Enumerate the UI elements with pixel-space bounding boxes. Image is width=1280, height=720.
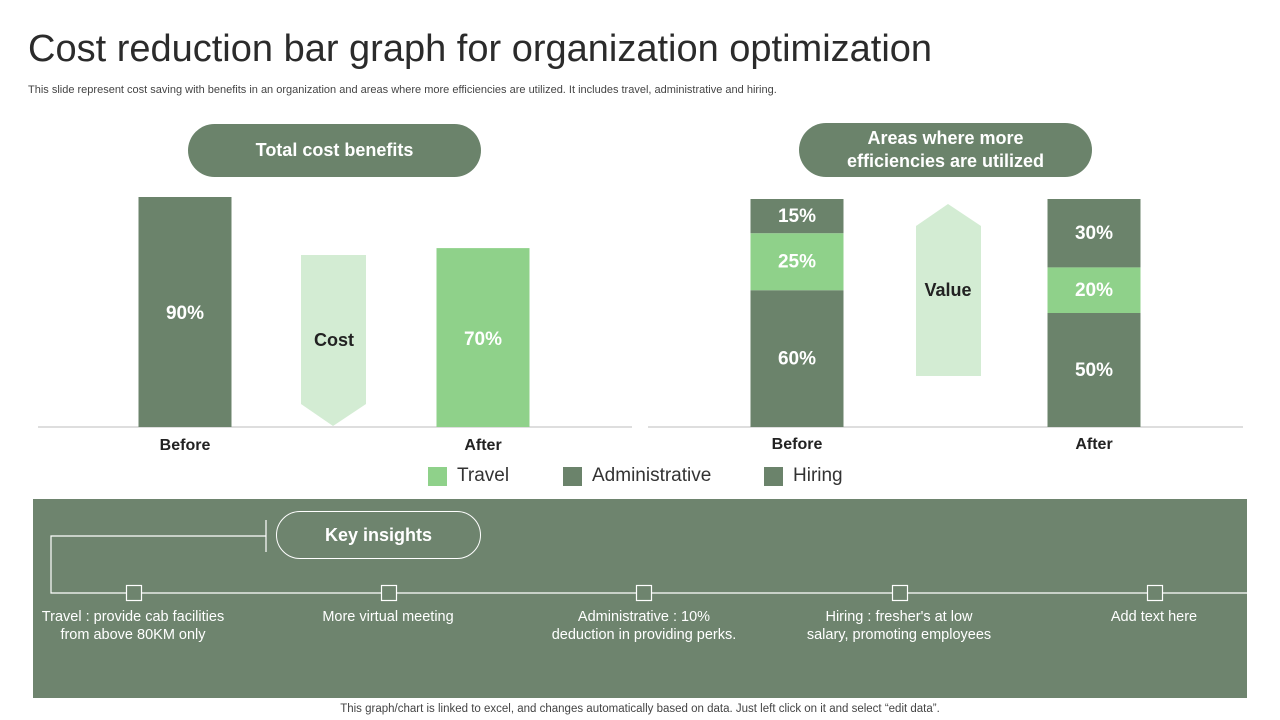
page-subtitle: This slide represent cost saving with be… xyxy=(28,84,777,96)
legend-label: Administrative xyxy=(592,465,712,486)
legend-swatch xyxy=(764,466,783,486)
insight-item: More virtual meeting xyxy=(322,609,454,625)
chart2-bar-after-seg1 xyxy=(1047,313,1141,427)
chart2-data-label: 15% xyxy=(778,206,816,227)
chart1-data-label: 70% xyxy=(464,329,502,350)
insights-timeline xyxy=(50,520,1247,602)
legend-swatch xyxy=(563,466,582,486)
timeline-marker xyxy=(380,584,398,602)
chart2-arrow-label: Value xyxy=(924,280,971,300)
footer-note: This graph/chart is linked to excel, and… xyxy=(340,703,940,715)
chart1-data-label: 90% xyxy=(166,303,204,324)
chart1-bar-after xyxy=(436,248,530,427)
chart1-arrow-label: Cost xyxy=(314,330,354,350)
key-insights-pill: Key insights xyxy=(276,511,481,559)
key-insights-heading: Key insights xyxy=(324,524,433,545)
legend-item-hiring: Hiring xyxy=(764,464,843,488)
insight-item: Administrative : 10% deduction in provid… xyxy=(551,609,737,643)
chart2-title: Areas where more efficiencies are utiliz… xyxy=(846,128,1045,171)
insight-item: Add text here xyxy=(1110,609,1198,625)
legend: Travel Administrative Hiring xyxy=(0,464,1280,488)
chart2-data-label: 20% xyxy=(1075,280,1113,301)
timeline-marker xyxy=(1146,584,1164,602)
legend-swatch xyxy=(428,466,447,486)
chart2-tick-label: After xyxy=(1075,436,1112,453)
legend-item-travel: Travel xyxy=(428,464,509,488)
chart2-bar-after-seg3 xyxy=(1047,199,1141,268)
timeline-marker xyxy=(125,584,143,602)
insight-item: Travel : provide cab facilities from abo… xyxy=(41,609,225,643)
chart1-title-pill: Total cost benefits xyxy=(188,124,481,177)
charts-canvas: 90% Before 70% After Cost 60% 25% 15% Before 50% 2… xyxy=(38,197,1243,454)
legend-item-administrative: Administrative xyxy=(563,464,711,488)
chart2-bar-before-seg2 xyxy=(750,233,844,291)
chart2-bar-before-seg3 xyxy=(750,199,844,234)
timeline-marker xyxy=(635,584,653,602)
chart2-bar-before-seg1 xyxy=(750,290,844,427)
chart2-data-label: 50% xyxy=(1075,360,1113,381)
chart1-title: Total cost benefits xyxy=(255,140,414,160)
chart2-tick-label: Before xyxy=(772,436,823,453)
chart2-title-pill: Areas where more efficiencies are utiliz… xyxy=(799,123,1092,177)
legend-label: Travel xyxy=(457,465,510,486)
key-insights-panel: Key insights Travel : provide cab facili… xyxy=(33,499,1247,698)
timeline-marker xyxy=(891,584,909,602)
chart2-bar-after-seg2 xyxy=(1047,267,1141,313)
chart2-value-arrow xyxy=(916,204,981,376)
chart2-data-label: 25% xyxy=(778,252,816,273)
chart1-bar-before xyxy=(138,197,232,427)
chart2-data-label: 30% xyxy=(1075,223,1113,244)
insight-item: Hiring : fresher's at low salary, promot… xyxy=(806,609,992,643)
timeline-line xyxy=(50,535,1247,594)
chart1-tick-label: Before xyxy=(160,437,211,454)
chart1-tick-label: After xyxy=(464,437,501,454)
chart2-data-label: 60% xyxy=(778,349,816,370)
page-title: Cost reduction bar graph for organizatio… xyxy=(28,28,933,70)
legend-label: Hiring xyxy=(793,465,843,486)
chart1-cost-arrow xyxy=(301,255,366,426)
